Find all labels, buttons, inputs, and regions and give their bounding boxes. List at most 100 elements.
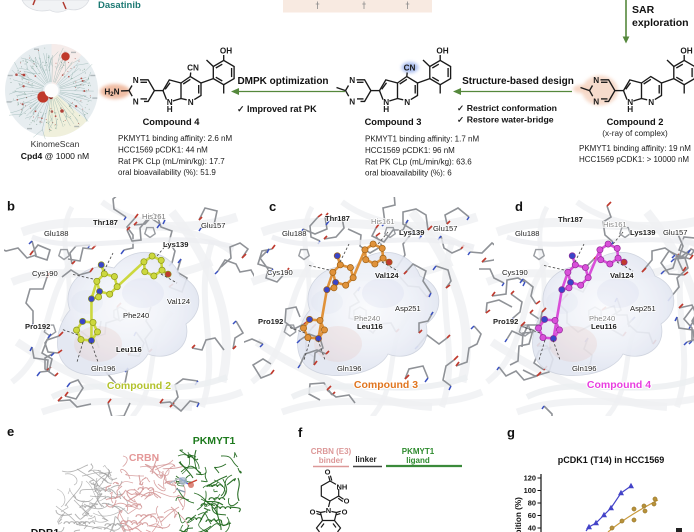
svg-text:CRBN (E3): CRBN (E3) <box>311 447 352 456</box>
svg-text:Val124: Val124 <box>167 297 190 306</box>
svg-text:Leu116: Leu116 <box>116 345 142 354</box>
svg-text:Glu188: Glu188 <box>515 229 540 238</box>
svg-text:N: N <box>383 98 389 107</box>
svg-text:Structure-based design: Structure-based design <box>462 76 574 87</box>
svg-text:oral bioavailability (%): 51.9: oral bioavailability (%): 51.9 <box>118 168 216 177</box>
svg-text:e: e <box>7 424 14 439</box>
svg-text:Lys139: Lys139 <box>630 228 655 237</box>
svg-text:Glu188: Glu188 <box>282 229 307 238</box>
svg-text:H: H <box>383 105 389 114</box>
svg-text:DMPK optimization: DMPK optimization <box>237 76 328 87</box>
svg-text:Gln196: Gln196 <box>91 364 116 373</box>
svg-text:linker: linker <box>355 455 376 464</box>
svg-text:Compound 2: Compound 2 <box>607 117 664 127</box>
svg-text:Thr187: Thr187 <box>558 215 583 224</box>
svg-text:Cys190: Cys190 <box>32 269 58 278</box>
svg-text:N: N <box>404 98 410 107</box>
svg-text:✓ Restore water-bridge: ✓ Restore water-bridge <box>457 115 554 125</box>
svg-text:H2N: H2N <box>104 88 119 99</box>
svg-text:f: f <box>298 425 303 440</box>
svg-text:Compound 3: Compound 3 <box>365 117 422 127</box>
svg-text:Cys190: Cys190 <box>502 268 528 277</box>
svg-text:HCC1569 pCDK1: > 10000 nM: HCC1569 pCDK1: > 10000 nM <box>579 155 689 164</box>
svg-text:Glu157: Glu157 <box>201 221 226 230</box>
svg-text:pCDK1 (T14) in HCC1569: pCDK1 (T14) in HCC1569 <box>558 455 665 465</box>
svg-text:Cys190: Cys190 <box>267 268 293 277</box>
svg-text:Val124: Val124 <box>610 271 634 280</box>
svg-text:N: N <box>349 76 355 85</box>
svg-text:Dasatinib: Dasatinib <box>98 0 141 11</box>
svg-text:His161: His161 <box>603 220 627 229</box>
svg-text:OH: OH <box>220 47 232 56</box>
svg-text:CN: CN <box>404 64 416 73</box>
svg-text:Compound 4: Compound 4 <box>587 379 651 391</box>
svg-text:60: 60 <box>528 511 536 520</box>
svg-text:Gln196: Gln196 <box>572 364 597 373</box>
svg-text:Glu157: Glu157 <box>433 224 458 233</box>
svg-text:N: N <box>133 76 139 85</box>
svg-text:CRBN: CRBN <box>129 452 159 464</box>
svg-text:c: c <box>269 199 276 214</box>
svg-text:Inhibition (%): Inhibition (%) <box>514 497 523 532</box>
svg-text:N: N <box>133 98 139 107</box>
svg-text:His161: His161 <box>142 212 166 221</box>
svg-text:OH: OH <box>680 47 692 56</box>
svg-text:Lys139: Lys139 <box>399 228 424 237</box>
svg-text:NH: NH <box>337 483 348 492</box>
svg-text:Thr187: Thr187 <box>93 218 118 227</box>
svg-text:KinomeScan: KinomeScan <box>31 139 80 149</box>
svg-text:Compound 4: Compound 4 <box>143 117 201 127</box>
svg-text:O: O <box>310 508 316 517</box>
svg-text:O: O <box>344 497 350 506</box>
svg-text:Val124: Val124 <box>375 271 399 280</box>
svg-text:Rat PK CLp (mL/min/kg): 17.7: Rat PK CLp (mL/min/kg): 17.7 <box>118 157 225 166</box>
svg-text:N: N <box>349 98 355 107</box>
svg-text:Asp251: Asp251 <box>630 304 656 313</box>
svg-text:N: N <box>648 98 654 107</box>
svg-text:Asp251: Asp251 <box>395 304 421 313</box>
svg-text:Compound 2: Compound 2 <box>107 380 171 392</box>
svg-text:DDB1: DDB1 <box>31 527 60 532</box>
svg-text:Pro192: Pro192 <box>493 317 518 326</box>
svg-text:SAR: SAR <box>632 4 655 16</box>
svg-text:H: H <box>167 105 173 114</box>
svg-text:✓ Restrict conformation: ✓ Restrict conformation <box>457 103 557 113</box>
svg-text:N: N <box>627 98 633 107</box>
svg-text:PKMYT1: PKMYT1 <box>193 435 236 447</box>
svg-text:O: O <box>342 508 348 517</box>
svg-text:Leu116: Leu116 <box>357 322 383 331</box>
svg-text:g: g <box>507 425 515 440</box>
svg-text:100: 100 <box>524 486 536 495</box>
svg-text:Glu157: Glu157 <box>663 228 688 237</box>
svg-text:(x-ray of complex): (x-ray of complex) <box>602 129 668 138</box>
svg-text:Gln196: Gln196 <box>337 364 362 373</box>
svg-text:✓ Improved rat PK: ✓ Improved rat PK <box>237 104 317 114</box>
svg-text:Cpd4 @ 1000 nM: Cpd4 @ 1000 nM <box>21 151 89 161</box>
svg-text:ligand: ligand <box>406 456 430 465</box>
svg-text:O: O <box>325 468 331 477</box>
svg-text:PKMYT1: PKMYT1 <box>402 447 435 456</box>
svg-text:Phe240: Phe240 <box>123 311 149 320</box>
svg-text:Compound 3: Compound 3 <box>354 379 418 391</box>
svg-text:oral bioavailability (%): 6: oral bioavailability (%): 6 <box>365 169 452 178</box>
svg-text:Pro192: Pro192 <box>25 322 50 331</box>
svg-text:PKMYT1 binding affinity: 1.7 n: PKMYT1 binding affinity: 1.7 nM <box>365 135 479 144</box>
svg-text:binder: binder <box>319 456 343 465</box>
svg-text:Lys139: Lys139 <box>163 240 188 249</box>
svg-text:HCC1569 pCDK1: 44 nM: HCC1569 pCDK1: 44 nM <box>118 145 208 154</box>
svg-text:PKMYT1 binding affinity: 2.6 n: PKMYT1 binding affinity: 2.6 nM <box>118 134 232 143</box>
svg-text:His161: His161 <box>371 217 395 226</box>
svg-text:b: b <box>7 199 15 214</box>
svg-text:Leu116: Leu116 <box>591 322 617 331</box>
svg-text:Thr187: Thr187 <box>325 214 350 223</box>
svg-text:Glu188: Glu188 <box>44 229 69 238</box>
svg-text:Pro192: Pro192 <box>258 317 283 326</box>
svg-text:Rat PK CLp (mL/min/kg): 63.6: Rat PK CLp (mL/min/kg): 63.6 <box>365 157 472 166</box>
svg-text:PKMYT1 binding affinity: 19 nM: PKMYT1 binding affinity: 19 nM <box>579 144 691 153</box>
svg-text:CN: CN <box>187 64 199 73</box>
svg-text:d: d <box>515 199 523 214</box>
svg-text:N: N <box>188 98 194 107</box>
svg-text:N: N <box>593 76 599 85</box>
svg-text:N: N <box>167 98 173 107</box>
svg-text:OH: OH <box>436 47 448 56</box>
